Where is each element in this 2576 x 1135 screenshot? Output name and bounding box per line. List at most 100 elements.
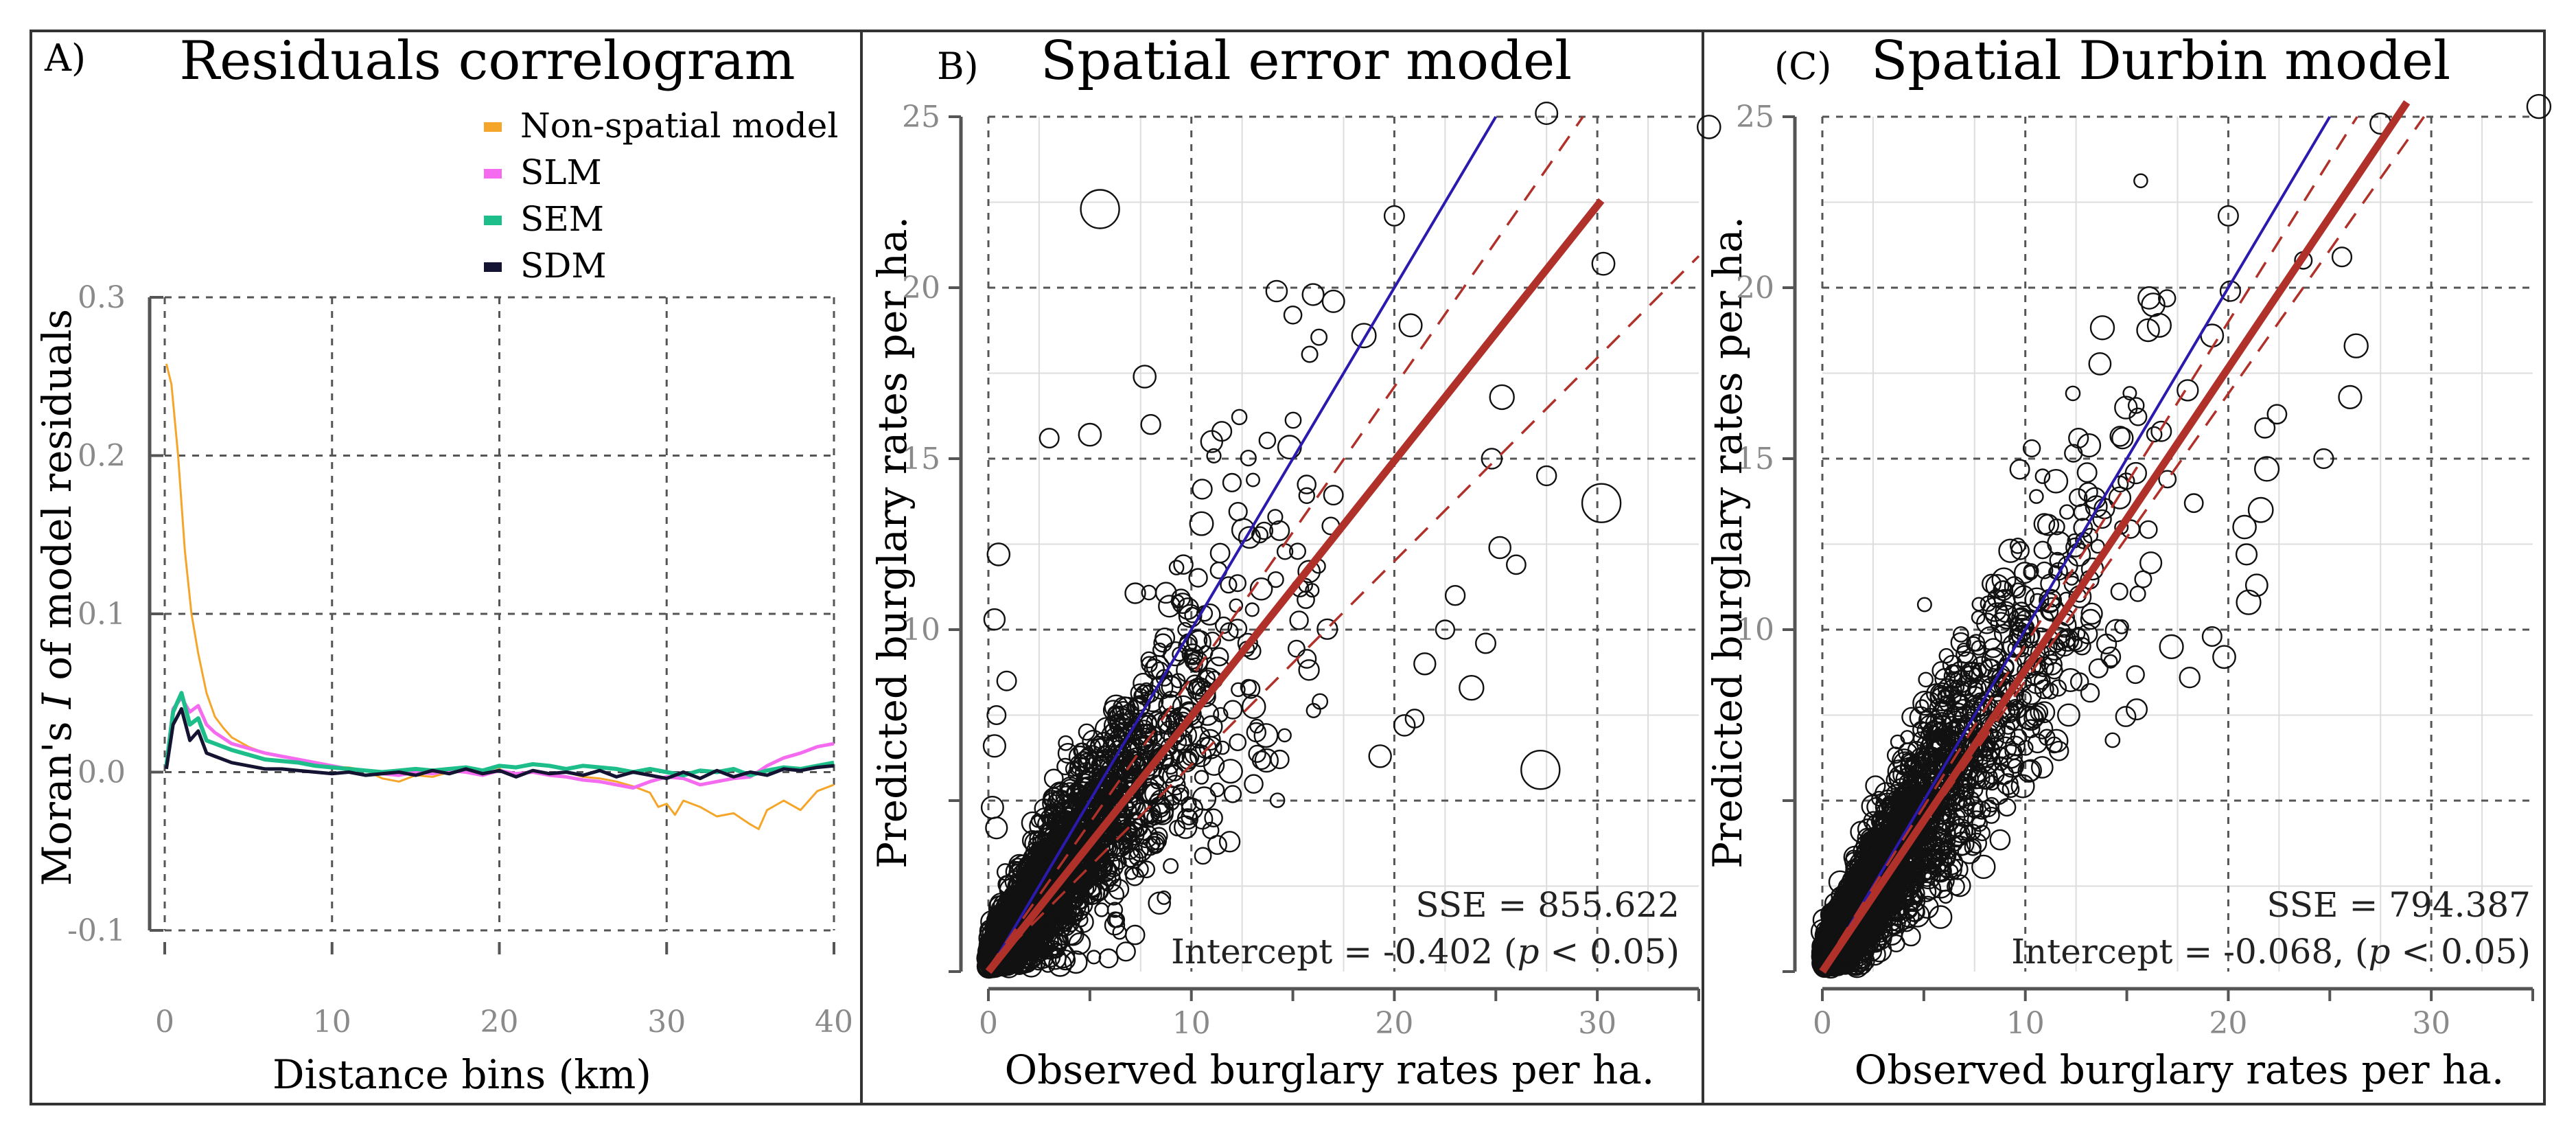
data-point <box>1043 946 1067 970</box>
panel-a-y-axis-title-prefix: Moran's <box>34 709 80 886</box>
data-point <box>1881 805 1900 825</box>
data-point <box>1209 542 1231 564</box>
legend-label-nonspatial: Non-spatial model <box>520 106 838 146</box>
data-point <box>2080 683 2100 703</box>
data-point <box>1152 642 1168 657</box>
data-point-outlier <box>1038 428 1060 449</box>
data-point <box>1101 723 1126 748</box>
panel-a-series <box>164 363 835 830</box>
data-point <box>2083 487 2107 510</box>
data-point <box>1980 658 1999 678</box>
data-point-outlier <box>1489 384 1515 411</box>
data-point <box>1227 619 1248 639</box>
data-point <box>2049 562 2068 581</box>
data-point <box>1178 604 1203 628</box>
data-point <box>2076 433 2102 458</box>
data-point-outlier <box>1435 619 1456 640</box>
data-point <box>1094 717 1119 742</box>
data-point <box>2056 703 2080 727</box>
data-point-outlier <box>1535 465 1557 487</box>
data-point <box>2128 407 2148 426</box>
data-point <box>1202 821 1220 840</box>
data-point <box>1115 941 1136 962</box>
data-point <box>1229 598 1244 613</box>
data-point <box>1277 728 1292 743</box>
data-point <box>1209 782 1225 798</box>
panel-b-y-tick-label-0: 25 <box>902 100 940 135</box>
data-point <box>1194 847 1212 865</box>
data-point <box>2096 633 2117 654</box>
data-point <box>1901 707 1922 728</box>
panel-b-y-tick-label-1: 20 <box>902 271 940 306</box>
data-point <box>1141 690 1164 713</box>
data-point <box>1089 737 1110 759</box>
data-point <box>2007 758 2023 774</box>
data-point <box>2011 607 2032 628</box>
data-point <box>1999 753 2025 778</box>
data-point-outlier <box>1696 115 1721 139</box>
series-line-slm <box>164 696 835 790</box>
data-point-outlier <box>1520 749 1561 790</box>
data-point <box>1141 584 1157 601</box>
data-point <box>1966 810 1986 829</box>
data-point <box>2043 469 2069 494</box>
panel-a-y-tick-label-1: 0.2 <box>78 439 126 474</box>
data-point <box>1237 632 1258 654</box>
panel-a-x-tick-label-2: 20 <box>480 1005 519 1040</box>
panel-a-y-tick-label-2: 0.1 <box>78 597 126 632</box>
data-point-outlier <box>1140 414 1161 435</box>
data-point <box>1028 943 1048 963</box>
data-point <box>1204 808 1223 827</box>
panel-b-intercept-prefix: Intercept = -0.402 ( <box>1171 932 1517 972</box>
data-point-outlier <box>1581 483 1622 523</box>
data-point-outlier <box>1078 422 1102 447</box>
data-point <box>1957 651 1978 673</box>
data-point <box>1297 474 1316 494</box>
panel-a-x-ticks: 0 10 20 30 40 <box>155 942 853 1040</box>
data-point <box>1228 501 1248 522</box>
data-point <box>1305 583 1320 598</box>
data-point-outlier <box>996 670 1017 691</box>
data-point <box>2157 289 2177 308</box>
data-point <box>1267 509 1284 525</box>
data-point <box>1277 435 1302 460</box>
data-point <box>1112 925 1127 940</box>
data-point <box>1192 479 1213 500</box>
panel-b-lines <box>985 115 1700 974</box>
data-point <box>1161 757 1179 775</box>
data-point <box>1071 879 1088 895</box>
panel-a-grid <box>163 296 835 932</box>
data-point <box>1133 727 1158 753</box>
data-point <box>2021 719 2041 739</box>
data-point <box>2111 427 2134 450</box>
panel-b-fit-line <box>985 198 1605 974</box>
data-point <box>1978 626 2003 650</box>
data-point-outlier <box>986 704 1007 725</box>
data-point <box>1270 749 1290 770</box>
data-point <box>1997 798 2017 817</box>
panel-b-sse: SSE = 855.622 <box>1415 885 1680 925</box>
data-point <box>1043 787 1065 810</box>
data-point <box>2136 318 2160 343</box>
data-point <box>1915 881 1937 903</box>
data-point <box>1245 472 1260 488</box>
panel-b-title: Spatial error model <box>1041 30 1572 92</box>
data-point <box>1194 770 1209 785</box>
data-point <box>1996 773 2019 796</box>
data-point <box>2110 582 2128 601</box>
data-point <box>2129 585 2146 602</box>
data-point-outlier <box>1393 714 1416 737</box>
data-point <box>1930 851 1947 867</box>
data-point <box>1097 788 1113 804</box>
data-point <box>1045 902 1067 926</box>
panel-c-y-tick-label-3: 10 <box>1736 612 1774 647</box>
data-point-outlier <box>1398 313 1423 338</box>
data-point <box>1112 855 1127 870</box>
data-point <box>1154 582 1177 604</box>
data-point <box>1229 733 1247 752</box>
panel-b-y-tick-label-2: 15 <box>902 442 940 477</box>
data-point-outlier <box>983 608 1006 631</box>
legend-label-slm: SLM <box>520 152 602 192</box>
